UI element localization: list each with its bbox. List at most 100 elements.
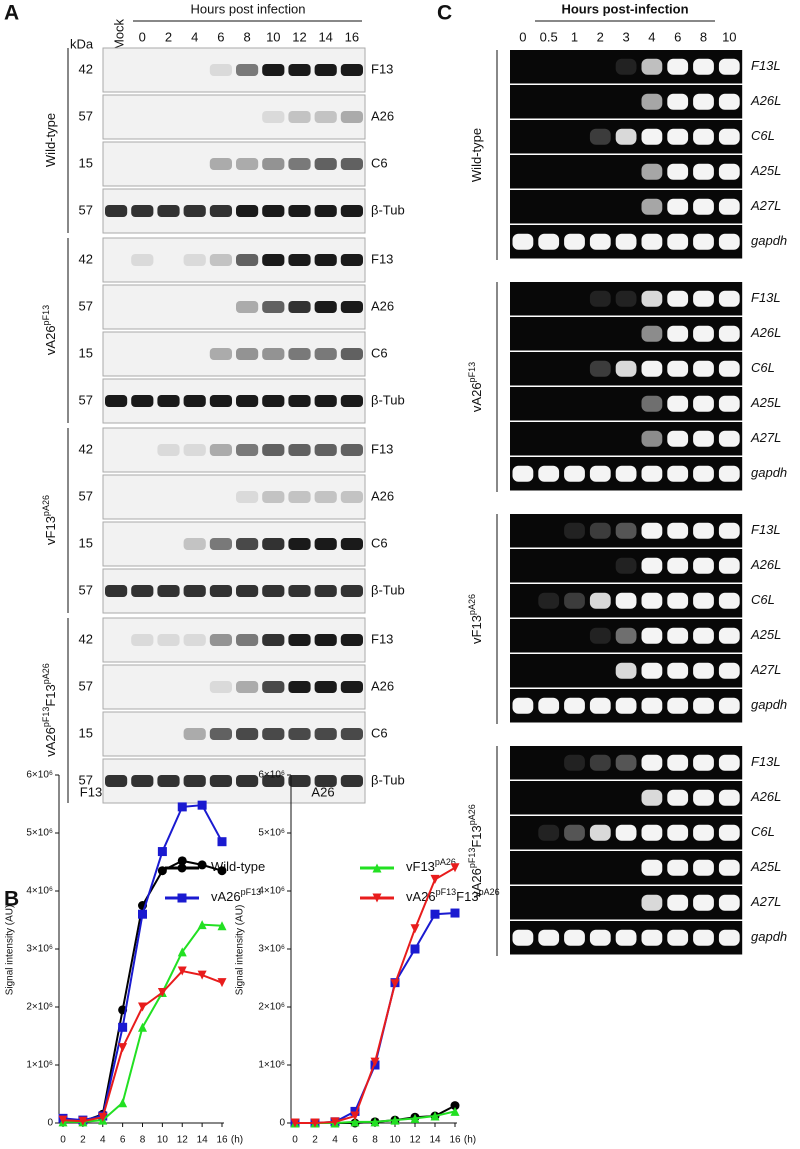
gel-band bbox=[641, 58, 663, 75]
x-tick-label: 6 bbox=[120, 1135, 126, 1146]
blot-band bbox=[340, 491, 363, 503]
name-part: F13 bbox=[469, 825, 484, 847]
point bbox=[370, 1117, 380, 1127]
y-tick-label: 6×10⁶ bbox=[258, 770, 285, 781]
blot-band bbox=[157, 775, 180, 787]
point bbox=[197, 920, 207, 930]
gel-band bbox=[641, 929, 663, 946]
protein-label: β-Tub bbox=[371, 202, 405, 217]
gel-band bbox=[615, 592, 637, 609]
gel-band bbox=[589, 592, 611, 609]
x-tick-label: 4 bbox=[100, 1135, 106, 1146]
blot-band bbox=[314, 158, 337, 170]
series-line bbox=[295, 912, 456, 1124]
name-part: vA26 bbox=[211, 889, 241, 904]
point bbox=[138, 909, 147, 919]
gel-band bbox=[718, 592, 740, 609]
blot-band bbox=[262, 158, 285, 170]
lane-label: 8 bbox=[700, 29, 707, 44]
x-tick-label: 10 bbox=[389, 1135, 401, 1146]
blot-band bbox=[314, 728, 337, 740]
gene-label: A27L bbox=[750, 894, 781, 909]
group-name: vA26pF13 bbox=[467, 362, 484, 412]
gel-band bbox=[718, 290, 740, 307]
protein-label: β-Tub bbox=[371, 772, 405, 787]
blot-band bbox=[209, 444, 232, 456]
x-axis-label: (h) bbox=[464, 1135, 476, 1146]
blot-band bbox=[340, 634, 363, 646]
gel-band bbox=[589, 929, 611, 946]
name-sup: pF13 bbox=[241, 887, 262, 897]
y-tick-label: 5×10⁶ bbox=[26, 828, 53, 839]
gel-band bbox=[512, 233, 534, 250]
name-part: vA26 bbox=[469, 382, 484, 412]
point bbox=[390, 979, 400, 989]
blot-band bbox=[288, 158, 311, 170]
kda-label: 42 bbox=[79, 61, 93, 76]
gene-label: F13L bbox=[751, 58, 781, 73]
lane-label: 16 bbox=[345, 29, 359, 44]
series-line bbox=[62, 804, 223, 1122]
blot-band bbox=[262, 634, 285, 646]
gel-band bbox=[718, 557, 740, 574]
point bbox=[78, 1116, 88, 1126]
point bbox=[197, 800, 207, 810]
blot-band bbox=[183, 585, 206, 597]
name-part: vA26 bbox=[43, 325, 58, 355]
legend-marker bbox=[177, 863, 187, 873]
gel-band bbox=[693, 128, 714, 145]
blot-band bbox=[288, 634, 311, 646]
blot-strip bbox=[102, 94, 366, 140]
x-tick-label: 6 bbox=[352, 1135, 358, 1146]
blot-band bbox=[236, 301, 259, 313]
blot-band bbox=[314, 634, 337, 646]
gel-band bbox=[667, 198, 689, 215]
gel-band bbox=[718, 789, 740, 806]
kda-label: 15 bbox=[79, 535, 93, 550]
gene-label: C6L bbox=[751, 592, 775, 607]
gel-band bbox=[693, 697, 714, 714]
blot-band bbox=[340, 538, 363, 550]
protein-label: F13 bbox=[371, 441, 393, 456]
blot-band bbox=[183, 444, 206, 456]
gel-band bbox=[718, 360, 740, 377]
gel-band bbox=[718, 662, 740, 679]
legend-marker bbox=[372, 863, 382, 873]
blot-band bbox=[262, 775, 285, 787]
blot-band bbox=[157, 444, 180, 456]
gel-band bbox=[667, 465, 689, 482]
group-name: vA26pF13F13pA26 bbox=[467, 804, 484, 898]
blot-band bbox=[340, 775, 363, 787]
point bbox=[450, 908, 460, 918]
name-sup: pA26 bbox=[467, 804, 477, 825]
gel-band bbox=[667, 754, 689, 771]
x-tick-label: 14 bbox=[197, 1135, 209, 1146]
blot-band bbox=[314, 444, 337, 456]
gel-band bbox=[667, 824, 689, 841]
blot-band bbox=[236, 538, 259, 550]
lane-label: 12 bbox=[292, 29, 306, 44]
name-sup: pA26 bbox=[41, 495, 51, 516]
gel-band bbox=[693, 198, 714, 215]
gel-band bbox=[589, 522, 611, 539]
protein-label: A26 bbox=[371, 108, 394, 123]
blot-band bbox=[340, 205, 363, 217]
lane-label: 0 bbox=[139, 29, 146, 44]
point bbox=[450, 1106, 460, 1116]
name-sup: pA26 bbox=[467, 594, 477, 615]
gel-band bbox=[641, 395, 663, 412]
gel-band bbox=[693, 824, 714, 841]
blot-band bbox=[314, 395, 337, 407]
point bbox=[98, 1112, 108, 1122]
lane-label: 6 bbox=[674, 29, 681, 44]
kda-label: 57 bbox=[79, 678, 93, 693]
gel-band bbox=[641, 824, 663, 841]
gene-label: C6L bbox=[751, 360, 775, 375]
blot-band bbox=[288, 728, 311, 740]
gel-band bbox=[615, 824, 637, 841]
blot-band bbox=[157, 205, 180, 217]
lane-label: 10 bbox=[722, 29, 736, 44]
blot-band bbox=[314, 348, 337, 360]
blot-band bbox=[131, 634, 154, 646]
blot-band bbox=[314, 775, 337, 787]
